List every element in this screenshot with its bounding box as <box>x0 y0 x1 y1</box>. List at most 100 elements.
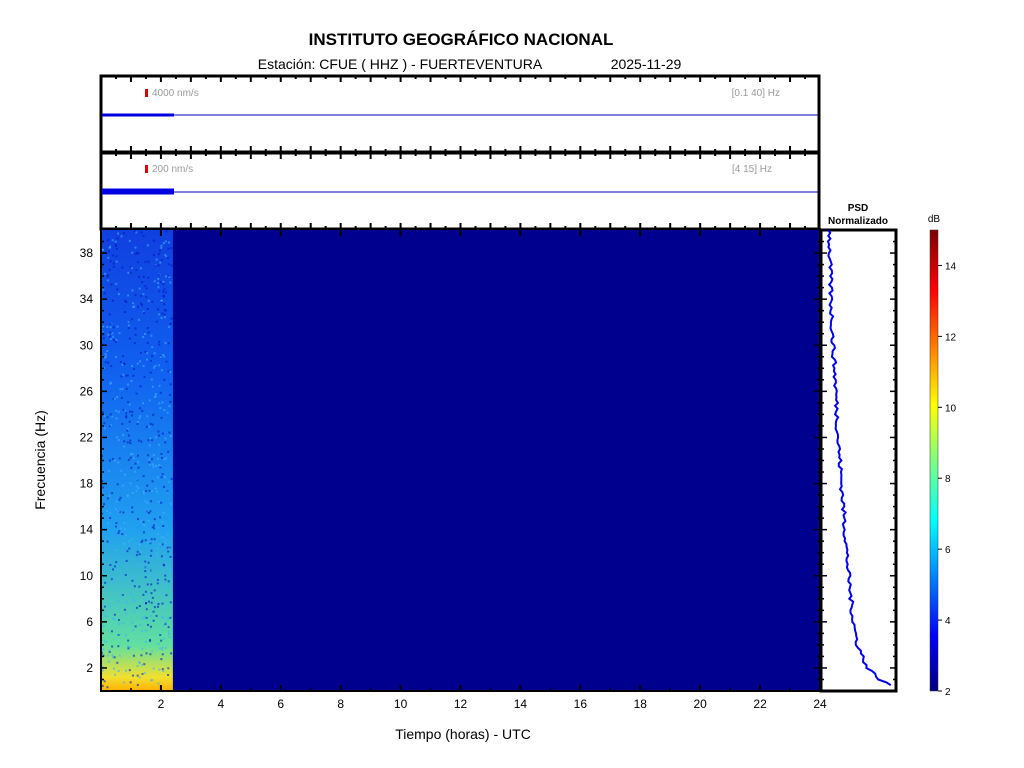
spectrogram-cell <box>146 484 149 487</box>
spectrogram-cell <box>161 520 164 523</box>
spectrogram-cell <box>128 420 131 423</box>
spectrogram-cell <box>110 365 113 368</box>
spectrogram-cell <box>127 434 130 437</box>
spectrogram-cell <box>138 553 141 556</box>
spectrogram-cell <box>115 255 118 258</box>
spectrogram-cell <box>118 510 121 513</box>
spectrogram-cell <box>139 407 142 410</box>
spectrogram-cell <box>160 300 163 303</box>
spectrogram-cell <box>149 554 152 557</box>
spectrogram-cell <box>157 605 160 608</box>
y-tick-label: 30 <box>80 338 94 352</box>
spectrogram-cell <box>133 600 136 603</box>
spectrogram-cell <box>151 355 154 358</box>
spectrogram-cell <box>112 667 115 670</box>
spectrogram-cell <box>161 456 164 459</box>
spectrogram-cell <box>120 375 123 378</box>
spectrogram-cell <box>135 478 138 481</box>
spectrogram-cell <box>162 511 165 514</box>
spectrogram-cell <box>138 276 141 279</box>
spectrogram-cell <box>159 281 162 284</box>
spectrogram-cell <box>102 648 105 651</box>
spectrogram-cell <box>131 453 134 456</box>
spectrogram-cell <box>167 275 170 278</box>
scale-bar <box>145 165 148 173</box>
spectrogram-cell <box>140 654 143 657</box>
spectrogram-cell <box>143 615 146 618</box>
spectrogram-cell <box>167 247 170 250</box>
spectrogram-cell <box>161 602 164 605</box>
spectrogram-cell <box>111 332 114 335</box>
spectrogram-cell <box>147 260 150 263</box>
spectrogram-cell <box>125 301 128 304</box>
spectrogram-cell <box>164 646 167 649</box>
spectrogram-cell <box>131 506 134 509</box>
seismic-trace <box>102 188 174 195</box>
spectrogram-cell <box>119 496 122 499</box>
spectrogram-cell <box>141 664 144 667</box>
spectrogram-cell <box>103 292 106 295</box>
spectrogram-cell <box>122 373 125 376</box>
spectrogram-cell <box>123 363 126 366</box>
spectrogram-cell <box>158 343 161 346</box>
spectrogram-cell <box>128 239 131 242</box>
spectrogram-cell <box>164 240 167 243</box>
spectrogram-cell <box>141 281 144 284</box>
spectrogram-cell <box>157 682 160 685</box>
spectrogram-cell <box>124 409 127 412</box>
spectrogram-cell <box>156 533 159 536</box>
spectrogram-cell <box>141 402 144 405</box>
spectrogram-cell <box>142 475 145 478</box>
spectrogram-cell <box>163 303 166 306</box>
spectrogram-cell <box>161 473 164 476</box>
spectrogram-cell <box>148 511 151 514</box>
spectrogram-cell <box>101 512 104 515</box>
spectrogram-cell <box>135 489 138 492</box>
spectrogram-cell <box>145 652 148 655</box>
spectrogram-cell <box>165 594 168 597</box>
spectrogram-cell <box>136 683 139 686</box>
x-tick-label: 24 <box>813 697 827 711</box>
spectrogram-cell <box>146 583 149 586</box>
spectrogram-cell <box>159 543 162 546</box>
x-tick-label: 6 <box>277 697 284 711</box>
spectrogram-cell <box>127 320 130 323</box>
spectrogram-cell <box>101 669 104 672</box>
spectrogram-cell <box>156 547 159 550</box>
spectrogram-cell <box>146 454 149 457</box>
spectrogram-cell <box>129 453 132 456</box>
spectrogram-cell <box>150 334 153 337</box>
spectrogram-cell <box>114 355 117 358</box>
spectrogram-cell <box>146 327 149 330</box>
spectrogram-cell <box>109 516 112 519</box>
spectrogram-cell <box>144 567 147 570</box>
spectrogram-cell <box>164 574 167 577</box>
spectrogram-cell <box>161 616 164 619</box>
station-label: Estación: CFUE ( HHZ ) - FUERTEVENTURA <box>258 56 543 72</box>
spectrogram-cell <box>167 580 170 583</box>
spectrogram-cell <box>146 244 149 247</box>
spectrogram-cell <box>158 384 161 387</box>
spectrogram-cell <box>113 459 116 462</box>
spectrogram-cell <box>115 282 118 285</box>
spectrogram-cell <box>169 393 172 396</box>
spectrogram-cell <box>128 403 131 406</box>
spectrogram-cell <box>137 461 140 464</box>
spectrogram-cell <box>157 274 160 277</box>
spectrogram-cell <box>153 606 156 609</box>
spectrogram-cell <box>157 603 160 606</box>
spectrogram-cell <box>167 370 170 373</box>
spectrogram-cell <box>112 568 115 571</box>
spectrogram-cell <box>163 378 166 381</box>
spectrogram-cell <box>108 650 111 653</box>
spectrogram-cell <box>125 534 128 537</box>
spectrogram-cell <box>170 264 173 267</box>
spectrogram-cell <box>146 341 149 344</box>
spectrogram-cell <box>159 466 162 469</box>
spectrogram-cell <box>127 647 130 650</box>
spectrogram-cell <box>144 576 147 579</box>
spectrogram-cell <box>116 396 119 399</box>
spectrogram-cell <box>105 355 108 358</box>
spectrogram-cell <box>115 436 118 439</box>
spectrogram-cell <box>117 461 120 464</box>
